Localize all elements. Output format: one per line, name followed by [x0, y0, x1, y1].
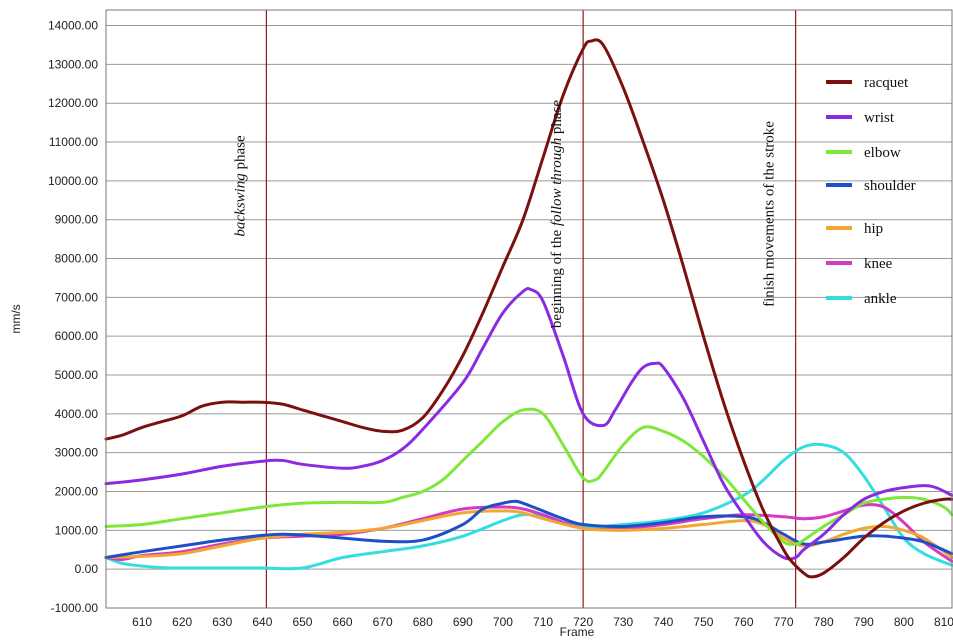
x-tick-label: 760: [733, 615, 753, 629]
y-tick-label: 9000.00: [55, 213, 99, 227]
y-axis-title: mm/s: [9, 304, 23, 333]
x-tick-label: 680: [413, 615, 433, 629]
legend-label-knee: knee: [864, 256, 893, 272]
phase-annotations: backswing phase beginning of the follow t…: [232, 100, 777, 329]
x-tick-label: 700: [493, 615, 513, 629]
x-tick-label: 660: [333, 615, 353, 629]
x-tick-label: 770: [774, 615, 794, 629]
series-line-racquet: [104, 38, 953, 579]
legend-label-ankle: ankle: [864, 291, 897, 307]
y-tick-label: 5000.00: [55, 368, 99, 382]
phase-annotation: beginning of the follow through phase: [549, 100, 565, 329]
phase-annotation: backswing phase: [232, 135, 248, 237]
x-tick-label: 810: [934, 615, 953, 629]
gridlines: [106, 25, 952, 609]
x-tick-label: 710: [533, 615, 553, 629]
phase-marker-lines: [265, 10, 797, 608]
x-tick-label: 790: [854, 615, 874, 629]
y-tick-label: -1000.00: [51, 601, 99, 615]
series-line-wrist: [104, 286, 953, 561]
legend-label-elbow: elbow: [864, 145, 901, 161]
x-tick-label: 780: [814, 615, 834, 629]
plot-area-border: [105, 9, 953, 609]
y-tick-label: 7000.00: [55, 290, 99, 304]
x-tick-label: 640: [252, 615, 272, 629]
y-tick-label: 6000.00: [55, 329, 99, 343]
y-tick-label: 3000.00: [55, 446, 99, 460]
legend: racquet wrist elbow shoulder hip knee ankle: [826, 75, 916, 307]
x-tick-label: 630: [212, 615, 232, 629]
x-tick-labels: 610 620 630 640 650 660 670 680 690 700 710 720 730 7…: [132, 615, 953, 629]
x-tick-label: 650: [292, 615, 312, 629]
y-tick-label: 13000.00: [48, 57, 98, 71]
x-tick-label: 620: [172, 615, 192, 629]
series-line-elbow: [104, 407, 953, 546]
y-tick-label: 0.00: [75, 562, 99, 576]
y-tick-label: 2000.00: [55, 485, 99, 499]
legend-label-racquet: racquet: [864, 75, 909, 91]
y-tick-label: 12000.00: [48, 96, 98, 110]
x-tick-label: 730: [613, 615, 633, 629]
legend-label-wrist: wrist: [864, 110, 895, 126]
x-tick-label: 750: [693, 615, 713, 629]
y-tick-label: 4000.00: [55, 407, 99, 421]
x-tick-label: 670: [373, 615, 393, 629]
y-tick-label: 1000.00: [55, 523, 99, 537]
y-tick-label: 14000.00: [48, 19, 98, 33]
y-tick-label: 8000.00: [55, 252, 99, 266]
legend-label-shoulder: shoulder: [864, 178, 916, 194]
series-line-hip: [104, 509, 953, 560]
x-tick-label: 740: [653, 615, 673, 629]
y-tick-label: 10000.00: [48, 174, 98, 188]
x-tick-label: 720: [573, 615, 593, 629]
x-axis-title: Frame: [560, 625, 595, 639]
series-line-shoulder: [104, 499, 953, 560]
phase-annotation: finish movements of the stroke: [762, 121, 778, 307]
series-lines: [104, 38, 953, 579]
y-tick-labels: -1000.00 0.00 1000.00 2000.00 3000.00 4000.00…: [48, 19, 98, 615]
legend-label-hip: hip: [864, 221, 883, 237]
x-tick-label: 690: [453, 615, 473, 629]
x-tick-label: 610: [132, 615, 152, 629]
y-tick-label: 11000.00: [49, 135, 98, 149]
x-tick-label: 800: [894, 615, 914, 629]
